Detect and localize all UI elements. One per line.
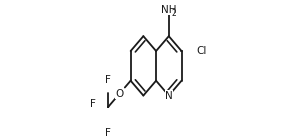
Text: F: F: [105, 75, 111, 85]
Text: NH: NH: [161, 5, 176, 15]
Text: F: F: [105, 128, 111, 138]
Text: F: F: [90, 99, 96, 109]
Text: N: N: [165, 91, 173, 101]
Text: 2: 2: [172, 9, 176, 18]
Text: O: O: [115, 89, 123, 99]
Text: Cl: Cl: [197, 46, 207, 56]
